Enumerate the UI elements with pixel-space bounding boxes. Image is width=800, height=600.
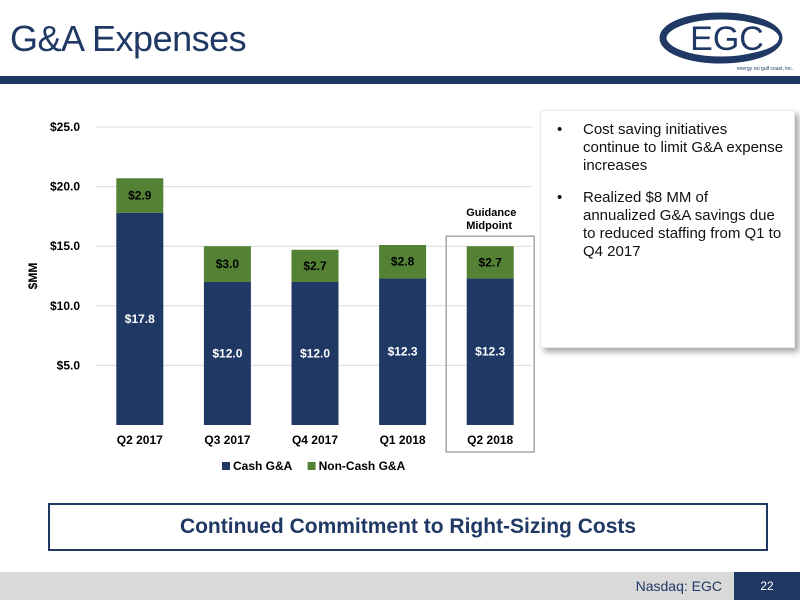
x-tick-label: Q1 2018: [380, 433, 426, 447]
callout-bullet: Realized $8 MM of annualized G&A savings…: [555, 189, 784, 261]
bar-noncash-ga: [203, 246, 251, 282]
bar-cash-ga: [291, 281, 339, 425]
bar-cash-ga: [203, 281, 251, 425]
y-tick-label: $10.0: [50, 299, 80, 313]
x-tick-label: Q4 2017: [292, 433, 338, 447]
bar-noncash-ga: [466, 246, 514, 279]
guidance-label: Guidance: [466, 207, 516, 219]
y-tick-label: $25.0: [50, 120, 80, 134]
guidance-highlight-box: [445, 235, 535, 453]
noncash-data-label: $2.9: [128, 189, 152, 203]
cash-data-label: $12.3: [475, 345, 505, 359]
noncash-data-label: $2.7: [303, 259, 327, 273]
bar-noncash-ga: [116, 178, 164, 213]
bar-cash-ga: [466, 278, 514, 425]
footer-bar: Nasdaq: EGC 22: [0, 572, 800, 600]
stacked-bar-chart: $5.0 $10.0 $15.0 $20.0 $25.0 $MM GuidanceMidpo…: [26, 120, 535, 473]
x-tick-label: Q3 2017: [204, 433, 250, 447]
bar-noncash-ga: [379, 245, 427, 279]
x-tick-label: Q2 2018: [467, 433, 513, 447]
legend-swatch: [307, 462, 316, 470]
callout-bullet: Cost saving initiatives continue to limi…: [555, 121, 784, 175]
cash-data-label: $12.0: [212, 346, 242, 360]
callout-box: Cost saving initiatives continue to limi…: [540, 110, 795, 348]
egc-logo: EGC energy xxi gulf coast, inc.: [659, 12, 793, 72]
commitment-banner: Continued Commitment to Right-Sizing Cos…: [48, 503, 768, 551]
x-tick-label: Q2 2017: [117, 433, 163, 447]
logo-tagline: energy xxi gulf coast, inc.: [737, 66, 793, 72]
page-number: 22: [734, 572, 800, 600]
noncash-data-label: $2.7: [479, 255, 503, 269]
cash-data-label: $12.0: [300, 346, 330, 360]
logo-text: EGC: [690, 20, 764, 58]
legend-swatch: [222, 462, 230, 470]
bar-cash-ga: [379, 278, 427, 425]
y-axis-label: $MM: [26, 263, 40, 290]
y-tick-label: $20.0: [50, 180, 80, 194]
bar-noncash-ga: [291, 249, 339, 282]
y-tick-label: $15.0: [50, 239, 80, 253]
cash-data-label: $17.8: [125, 312, 155, 326]
noncash-data-label: $3.0: [216, 257, 240, 271]
cash-data-label: $12.3: [388, 345, 418, 359]
page-title: G&A Expenses: [10, 18, 247, 59]
legend-label: Non-Cash G&A: [319, 459, 406, 473]
footer-ticker: Nasdaq: EGC: [635, 578, 722, 594]
noncash-data-label: $2.8: [391, 255, 415, 269]
bar-cash-ga: [116, 212, 164, 425]
y-tick-label: $5.0: [57, 358, 81, 372]
guidance-label: Midpoint: [466, 220, 512, 232]
legend-label: Cash G&A: [233, 459, 293, 473]
title-rule: [0, 76, 800, 84]
